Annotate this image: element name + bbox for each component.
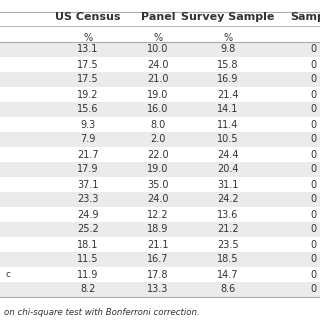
Text: on chi-square test with Bonferroni correction.: on chi-square test with Bonferroni corre… <box>4 308 200 317</box>
Text: 0: 0 <box>310 134 316 145</box>
Text: 0: 0 <box>310 180 316 189</box>
Text: 0: 0 <box>310 90 316 100</box>
Text: 24.9: 24.9 <box>77 210 99 220</box>
Text: 8.2: 8.2 <box>80 284 96 294</box>
Text: 24.2: 24.2 <box>217 195 239 204</box>
Bar <box>0 267 320 282</box>
Text: 17.5: 17.5 <box>77 75 99 84</box>
Bar <box>0 87 320 102</box>
Bar <box>0 57 320 72</box>
Text: 19.0: 19.0 <box>147 164 169 174</box>
Text: 0: 0 <box>310 44 316 54</box>
Text: 24.4: 24.4 <box>217 149 239 159</box>
Text: US Census: US Census <box>55 12 121 22</box>
Text: 0: 0 <box>310 119 316 130</box>
Text: %: % <box>223 33 233 43</box>
Text: 11.5: 11.5 <box>77 254 99 265</box>
Bar <box>0 282 320 297</box>
Text: %: % <box>84 33 92 43</box>
Text: 19.0: 19.0 <box>147 90 169 100</box>
Text: 25.2: 25.2 <box>77 225 99 235</box>
Text: 37.1: 37.1 <box>77 180 99 189</box>
Bar <box>0 192 320 207</box>
Text: 14.1: 14.1 <box>217 105 239 115</box>
Bar <box>0 147 320 162</box>
Text: 17.8: 17.8 <box>147 269 169 279</box>
Text: 11.9: 11.9 <box>77 269 99 279</box>
Text: 0: 0 <box>310 239 316 250</box>
Text: 0: 0 <box>310 164 316 174</box>
Bar <box>0 117 320 132</box>
Text: 35.0: 35.0 <box>147 180 169 189</box>
Text: 0: 0 <box>310 210 316 220</box>
Text: 0: 0 <box>310 105 316 115</box>
Text: 14.7: 14.7 <box>217 269 239 279</box>
Text: 9.3: 9.3 <box>80 119 96 130</box>
Text: 22.0: 22.0 <box>147 149 169 159</box>
Text: 16.0: 16.0 <box>147 105 169 115</box>
Text: 10.0: 10.0 <box>147 44 169 54</box>
Text: 17.9: 17.9 <box>77 164 99 174</box>
Text: 0: 0 <box>310 284 316 294</box>
Text: c: c <box>6 270 11 279</box>
Text: 23.5: 23.5 <box>217 239 239 250</box>
Text: 18.5: 18.5 <box>217 254 239 265</box>
Text: 24.0: 24.0 <box>147 195 169 204</box>
Text: 21.7: 21.7 <box>77 149 99 159</box>
Text: 13.6: 13.6 <box>217 210 239 220</box>
Bar <box>0 132 320 147</box>
Bar <box>0 237 320 252</box>
Text: 18.1: 18.1 <box>77 239 99 250</box>
Text: 9.8: 9.8 <box>220 44 236 54</box>
Text: Survey Sample: Survey Sample <box>181 12 275 22</box>
Text: 16.9: 16.9 <box>217 75 239 84</box>
Text: 11.4: 11.4 <box>217 119 239 130</box>
Text: 23.3: 23.3 <box>77 195 99 204</box>
Bar <box>0 162 320 177</box>
Text: Panel: Panel <box>141 12 175 22</box>
Text: 12.2: 12.2 <box>147 210 169 220</box>
Text: %: % <box>153 33 163 43</box>
Text: 2.0: 2.0 <box>150 134 166 145</box>
Text: 0: 0 <box>310 269 316 279</box>
Text: 20.4: 20.4 <box>217 164 239 174</box>
Text: 24.0: 24.0 <box>147 60 169 69</box>
Text: 19.2: 19.2 <box>77 90 99 100</box>
Bar <box>0 72 320 87</box>
Bar <box>0 207 320 222</box>
Text: 8.6: 8.6 <box>220 284 236 294</box>
Bar <box>0 42 320 57</box>
Text: 0: 0 <box>310 195 316 204</box>
Text: 21.1: 21.1 <box>147 239 169 250</box>
Text: 0: 0 <box>310 225 316 235</box>
Text: 18.9: 18.9 <box>147 225 169 235</box>
Bar <box>0 102 320 117</box>
Text: 8.0: 8.0 <box>150 119 166 130</box>
Text: 0: 0 <box>310 60 316 69</box>
Text: 21.4: 21.4 <box>217 90 239 100</box>
Text: 21.0: 21.0 <box>147 75 169 84</box>
Text: 17.5: 17.5 <box>77 60 99 69</box>
Text: 13.1: 13.1 <box>77 44 99 54</box>
Text: 15.8: 15.8 <box>217 60 239 69</box>
Text: 31.1: 31.1 <box>217 180 239 189</box>
Bar <box>0 177 320 192</box>
Text: 15.6: 15.6 <box>77 105 99 115</box>
Text: 21.2: 21.2 <box>217 225 239 235</box>
Text: 0: 0 <box>310 254 316 265</box>
Text: 7.9: 7.9 <box>80 134 96 145</box>
Bar <box>0 252 320 267</box>
Bar <box>0 222 320 237</box>
Text: 0: 0 <box>310 75 316 84</box>
Text: 10.5: 10.5 <box>217 134 239 145</box>
Text: 13.3: 13.3 <box>147 284 169 294</box>
Text: 0: 0 <box>310 149 316 159</box>
Text: Samp: Samp <box>291 12 320 22</box>
Text: 16.7: 16.7 <box>147 254 169 265</box>
